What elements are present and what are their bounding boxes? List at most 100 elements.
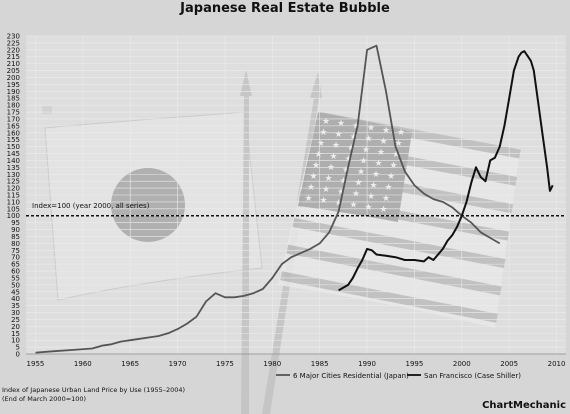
usa-flag-star: ★ (392, 150, 400, 160)
usa-flag-star: ★ (337, 119, 345, 129)
usa-flag-star: ★ (337, 187, 345, 197)
y-tick-label: 160 (7, 129, 20, 137)
series-line-san-francisco (338, 50, 554, 292)
y-tick-label: 225 (7, 39, 20, 47)
reference-line-group: Index=100 (year 2000, all series) (26, 202, 566, 217)
y-tick-label: 85 (11, 233, 20, 241)
y-tick-label: 230 (7, 33, 20, 41)
usa-flag-star: ★ (367, 192, 375, 202)
x-tick-label: 1965 (121, 360, 139, 368)
usa-flag-star: ★ (322, 117, 330, 127)
legend: 6 Major Cities Residential (Japan) San F… (276, 372, 521, 380)
legend-label-japan: 6 Major Cities Residential (Japan) (293, 372, 409, 380)
reference-line-label: Index=100 (year 2000, all series) (32, 202, 150, 210)
y-tick-label: 20 (11, 323, 20, 331)
usa-flag-star: ★ (332, 141, 340, 151)
usa-flag-star: ★ (315, 150, 323, 160)
legend-label-sf: San Francisco (Case Shiller) (424, 372, 521, 380)
y-tick-label: 180 (7, 102, 20, 110)
chart-title: Japanese Real Estate Bubble (179, 1, 390, 16)
usa-flag-star: ★ (347, 143, 355, 153)
usa-flag-stripe (286, 244, 502, 296)
usa-flag-star: ★ (327, 163, 335, 173)
usa-flag-star: ★ (365, 203, 373, 213)
usa-flag-star: ★ (380, 205, 388, 215)
usa-flag-star: ★ (312, 161, 320, 171)
y-tick-label: 60 (11, 268, 20, 276)
y-tick-label: 35 (11, 302, 20, 310)
y-tick-label: 55 (11, 274, 20, 282)
japan-flagpole-tip (240, 70, 252, 96)
y-tick-label: 15 (11, 330, 20, 338)
y-tick-label: 145 (7, 150, 20, 158)
japan-flag-cloth-tip (42, 106, 52, 114)
y-tick-label: 135 (7, 164, 20, 172)
y-tick-label: 215 (7, 53, 20, 61)
grid-layer (26, 35, 566, 355)
x-tick-label: 1990 (358, 360, 376, 368)
usa-flag-star: ★ (317, 139, 325, 149)
y-tick-label: 75 (11, 247, 20, 255)
usa-flag-stripe (280, 271, 498, 323)
y-tick-label: 170 (7, 115, 20, 123)
usa-flag-star: ★ (335, 198, 343, 208)
y-tick-label: 165 (7, 122, 20, 130)
usa-flag-star: ★ (342, 165, 350, 175)
usa-flag-star: ★ (372, 170, 380, 180)
y-tick-label: 155 (7, 136, 20, 144)
usa-flag-star: ★ (362, 146, 370, 156)
y-tick-label: 25 (11, 316, 20, 324)
y-tick-label: 120 (7, 185, 20, 193)
usa-flag-star: ★ (325, 174, 333, 184)
usa-flag-star: ★ (375, 159, 383, 169)
usa-flag-star: ★ (382, 126, 390, 136)
usa-flag-star: ★ (305, 194, 313, 204)
y-tick-label: 125 (7, 178, 20, 186)
series-layer (35, 44, 554, 354)
y-tick-label: 105 (7, 205, 20, 213)
usa-flag-star: ★ (377, 148, 385, 158)
y-tick-label: 50 (11, 281, 20, 289)
x-tick-label: 2000 (453, 360, 471, 368)
y-tick-label: 70 (11, 254, 20, 262)
y-tick-label: 5 (16, 344, 20, 352)
x-tick-label: 1980 (263, 360, 281, 368)
usa-flag-star: ★ (310, 172, 318, 182)
y-tick-label: 95 (11, 219, 20, 227)
usa-flag-star: ★ (352, 121, 360, 131)
y-tick-label: 80 (11, 240, 20, 248)
y-tick-label: 115 (7, 192, 20, 200)
y-tick-label: 0 (16, 351, 20, 359)
source-note-line-1: Index of Japanese Urban Land Price by Us… (2, 386, 185, 394)
usa-flag-star: ★ (382, 194, 390, 204)
usa-flag-star: ★ (360, 157, 368, 167)
usa-flag-star: ★ (335, 130, 343, 140)
y-tick-label: 210 (7, 60, 20, 68)
y-tick-label: 175 (7, 109, 20, 117)
usa-flag-star: ★ (355, 179, 363, 189)
y-tick-label: 150 (7, 143, 20, 151)
usa-flag-star: ★ (345, 154, 353, 164)
x-tick-label: 1970 (169, 360, 187, 368)
usa-flag-star: ★ (322, 185, 330, 195)
y-tick-label: 140 (7, 157, 20, 165)
usa-flag-star: ★ (380, 137, 388, 147)
y-tick-label: 65 (11, 261, 20, 269)
y-tick-label: 200 (7, 74, 20, 82)
japan-flagpole (241, 96, 249, 414)
japan-flag-circle (111, 168, 185, 242)
x-tick-label: 2010 (548, 360, 566, 368)
usa-flag-star: ★ (357, 168, 365, 178)
x-tick-label: 1985 (311, 360, 329, 368)
y-tick-label: 110 (7, 198, 20, 206)
y-tick-label: 45 (11, 288, 20, 296)
y-tick-label: 100 (7, 212, 20, 220)
usa-flag-star: ★ (320, 196, 328, 206)
usa-flag-star: ★ (350, 201, 358, 211)
chartmechanic-logo: ChartMechanic (482, 400, 566, 411)
usa-flag-star: ★ (352, 190, 360, 200)
usa-flag-star: ★ (387, 172, 395, 182)
y-tick-label: 185 (7, 95, 20, 103)
y-tick-label: 130 (7, 171, 20, 179)
